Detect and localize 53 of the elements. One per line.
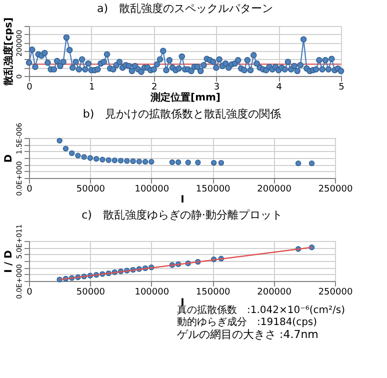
point — [75, 152, 81, 158]
text: ゲルの網目の大きさ :4.7nm — [177, 328, 318, 341]
x-tick-label: 0 — [26, 288, 33, 298]
point — [148, 158, 154, 165]
point — [142, 158, 148, 165]
x-tick-label: 50000 — [76, 184, 106, 194]
x-tick-label: 5 — [338, 82, 344, 92]
point — [100, 156, 106, 162]
point — [308, 160, 315, 166]
point — [87, 155, 94, 161]
x-tick-label: 200000 — [257, 288, 292, 298]
point — [106, 157, 112, 163]
point — [130, 158, 136, 164]
x-tick-label: 150000 — [196, 184, 231, 194]
point — [62, 146, 69, 152]
x-tick-label: 4 — [276, 82, 282, 92]
point — [68, 150, 75, 156]
point — [185, 160, 191, 166]
point — [81, 154, 87, 160]
point — [124, 158, 130, 164]
point — [195, 160, 201, 166]
point — [169, 159, 176, 166]
x-tick-label: 200000 — [257, 184, 292, 194]
point — [218, 160, 224, 166]
point — [93, 156, 100, 162]
point — [112, 158, 118, 164]
y-axis-title: D — [4, 154, 14, 163]
text: 真の拡散係数 :1.042×10⁻⁶(cm²/s) — [177, 304, 346, 316]
x-axis-title: 測定位置[mm] — [150, 92, 220, 104]
x-tick-label: 100000 — [134, 184, 170, 194]
x-axis-title: I — [180, 194, 184, 206]
chart-title: a) 散乱強度のスペックルパターン — [96, 2, 274, 15]
x-tick-label: 1 — [89, 82, 95, 92]
chart-title: b) 見かけの拡散係数と散乱強度の関係 — [82, 107, 282, 120]
text: 動的ゆらぎ成分 :19184(cps) — [177, 316, 318, 328]
point — [295, 160, 302, 166]
x-tick-label: 2 — [151, 82, 158, 92]
x-tick-label: 100000 — [134, 288, 170, 298]
point — [118, 158, 124, 164]
y-axis-title: 散乱強度[cps] — [2, 17, 14, 87]
x-tick-label: 0 — [26, 184, 33, 194]
x-tick-label: 250000 — [318, 288, 353, 298]
y-axis-title: I / D — [4, 250, 14, 273]
point — [210, 160, 217, 166]
chart-title: c) 散乱強度ゆらぎの静·動分離プロット — [82, 208, 282, 222]
point — [56, 138, 62, 144]
point — [175, 159, 182, 166]
x-tick-label: 150000 — [196, 288, 231, 298]
x-tick-label: 0 — [26, 82, 33, 92]
x-tick-label: 3 — [214, 82, 220, 92]
point — [136, 158, 142, 164]
x-tick-label: 250000 — [318, 184, 353, 194]
x-tick-label: 50000 — [76, 288, 106, 298]
